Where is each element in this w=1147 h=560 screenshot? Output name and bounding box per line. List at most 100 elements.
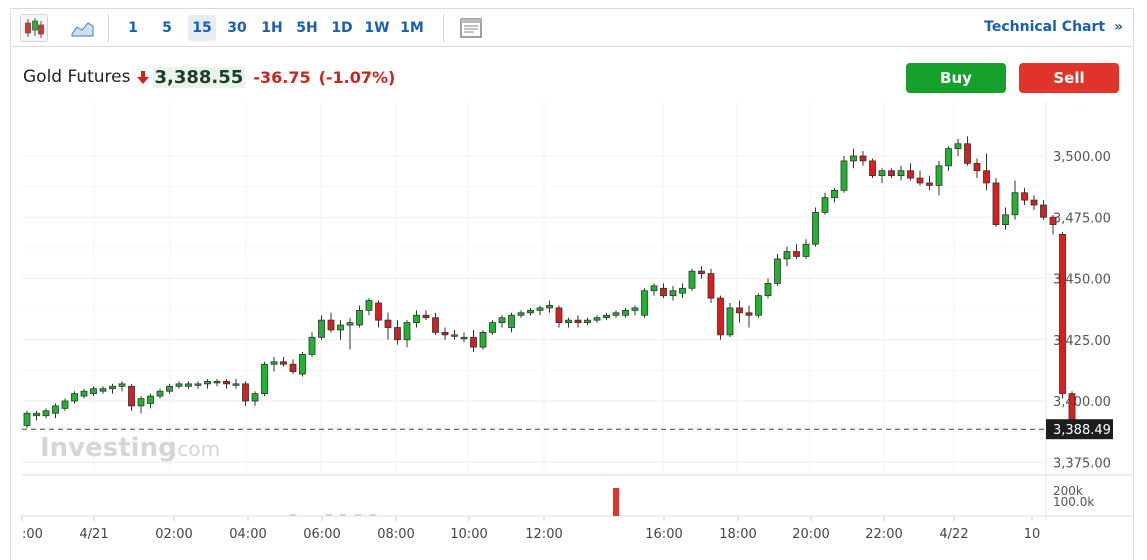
news-panel-icon[interactable] xyxy=(457,14,485,42)
candle-up xyxy=(812,211,819,245)
candle-down xyxy=(707,273,715,299)
interval-1[interactable]: 1 xyxy=(128,20,138,36)
buy-button[interactable]: Buy xyxy=(906,63,1006,93)
candle-up xyxy=(584,319,591,323)
candle-up xyxy=(365,300,373,311)
candle-up xyxy=(460,336,468,340)
interval-15[interactable]: 15 xyxy=(188,15,216,41)
y-tick-label: 3,400.00 xyxy=(1053,395,1111,410)
instrument-name: Gold Futures xyxy=(23,67,131,87)
interval-5[interactable]: 5 xyxy=(162,20,172,36)
candle-up xyxy=(831,189,838,199)
technical-chart-label: Technical Chart xyxy=(984,19,1106,35)
candle-up xyxy=(954,143,962,150)
candle-up xyxy=(308,336,316,355)
candle-up xyxy=(783,251,791,260)
candle-up xyxy=(251,393,259,402)
volume-bar xyxy=(355,514,361,516)
candle-up xyxy=(213,380,221,384)
candle-up xyxy=(631,307,639,311)
volume-bar xyxy=(290,514,296,516)
candle-up xyxy=(945,148,952,167)
candle-down xyxy=(375,302,382,321)
candle-up xyxy=(175,383,183,387)
candle-down xyxy=(1030,199,1038,206)
candle-up xyxy=(603,314,610,319)
candle-up xyxy=(147,395,154,404)
candle-down xyxy=(432,317,439,333)
candle-up xyxy=(337,324,344,331)
candle-up xyxy=(774,258,781,284)
candle-up xyxy=(232,383,240,386)
interval-1w[interactable]: 1W xyxy=(364,20,390,36)
y-tick-label: 3,475.00 xyxy=(1053,211,1111,226)
candle-down xyxy=(907,170,914,179)
candle-up xyxy=(99,388,107,392)
candle-down xyxy=(793,251,800,257)
technical-chart-link[interactable]: Technical Chart » xyxy=(984,19,1123,35)
volume-bar xyxy=(370,514,376,516)
down-arrow-icon xyxy=(136,71,149,84)
candle-up xyxy=(346,322,354,326)
volume-bar xyxy=(326,514,332,516)
candle-up xyxy=(1011,192,1019,216)
candle-up xyxy=(489,322,496,333)
area-chart-icon[interactable] xyxy=(68,14,96,42)
chart-widget: 1 5 15 30 1H 5H 1D 1W 1M Technical Chart… xyxy=(10,8,1134,560)
price-change: -36.75 xyxy=(253,67,311,87)
interval-30[interactable]: 30 xyxy=(227,20,247,36)
last-price: 3,388.55 xyxy=(152,66,246,88)
candle-up xyxy=(71,393,78,402)
candle-up xyxy=(451,334,458,337)
candle-up xyxy=(755,295,762,316)
sell-button[interactable]: Sell xyxy=(1019,63,1119,93)
candle-up xyxy=(52,405,59,414)
interval-1d[interactable]: 1D xyxy=(331,20,353,36)
candle-up xyxy=(194,383,202,386)
y-tick-label: 3,500.00 xyxy=(1053,150,1111,165)
candle-down xyxy=(470,336,477,348)
candle-up xyxy=(413,314,420,323)
candle-down xyxy=(441,331,449,336)
candle-up xyxy=(897,170,905,176)
y-tick-label: 3,375.00 xyxy=(1053,456,1111,471)
x-tick-label: 02:00 xyxy=(155,527,192,542)
candle-up xyxy=(137,398,145,407)
candle-down xyxy=(916,177,924,184)
interval-5h[interactable]: 5H xyxy=(296,20,318,36)
candle-down xyxy=(289,363,297,372)
x-tick-label: :00 xyxy=(22,527,43,542)
candlestick-icon[interactable] xyxy=(20,14,48,42)
candle-up xyxy=(80,390,88,397)
candle-up xyxy=(935,165,943,186)
volume-bar xyxy=(613,488,619,516)
candle-down xyxy=(280,361,287,365)
candle-down xyxy=(422,314,430,319)
candle-up xyxy=(565,319,572,323)
candle-down xyxy=(983,170,990,184)
candle-up xyxy=(270,361,278,365)
candle-up xyxy=(356,309,363,326)
candle-down xyxy=(869,160,876,176)
interval-1m[interactable]: 1M xyxy=(400,20,424,36)
candle-down xyxy=(736,307,743,314)
candle-up xyxy=(802,243,810,257)
candle-up xyxy=(204,380,211,385)
candle-up xyxy=(118,383,126,387)
candle-up xyxy=(527,309,534,314)
last-price-badge xyxy=(1046,419,1113,440)
x-tick-label: 08:00 xyxy=(377,527,414,542)
x-tick-label: 12:00 xyxy=(525,527,562,542)
interval-1h[interactable]: 1H xyxy=(261,20,283,36)
candle-up xyxy=(90,388,97,395)
candle-up xyxy=(546,305,553,309)
candle-down xyxy=(1049,216,1057,225)
watermark-suffix: .com xyxy=(171,437,220,461)
candle-up xyxy=(166,385,173,392)
volume-bar xyxy=(340,514,346,516)
x-tick-label: 4/22 xyxy=(939,527,968,542)
candle-down xyxy=(1059,233,1066,395)
candle-down xyxy=(745,312,753,316)
candle-down xyxy=(717,297,724,336)
candle-down xyxy=(888,170,895,176)
